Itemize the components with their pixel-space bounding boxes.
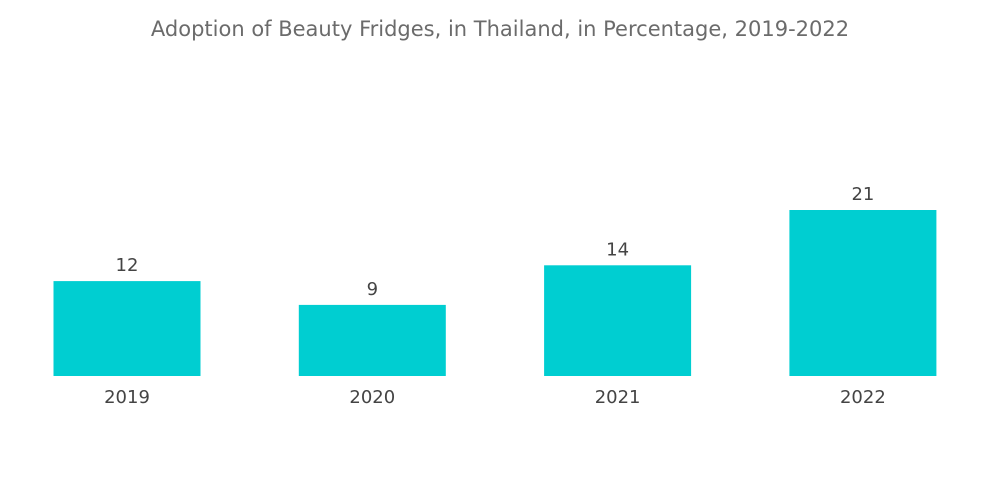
chart-title: Adoption of Beauty Fridges, in Thailand,… [150,17,850,41]
bar-2020 [298,304,446,376]
bar-2021 [544,265,692,376]
data-label-2021: 14 [606,239,629,260]
data-label-2022: 21 [851,184,874,205]
x-tick-label-2022: 2022 [840,387,886,408]
x-tick-label-2019: 2019 [104,387,150,408]
x-tick-label-2021: 2021 [595,387,641,408]
bar-2022 [789,210,937,376]
bar-2019 [53,281,201,376]
x-tick-label-2020: 2020 [349,387,395,408]
data-label-2019: 12 [116,255,139,276]
data-label-2020: 9 [367,279,378,300]
